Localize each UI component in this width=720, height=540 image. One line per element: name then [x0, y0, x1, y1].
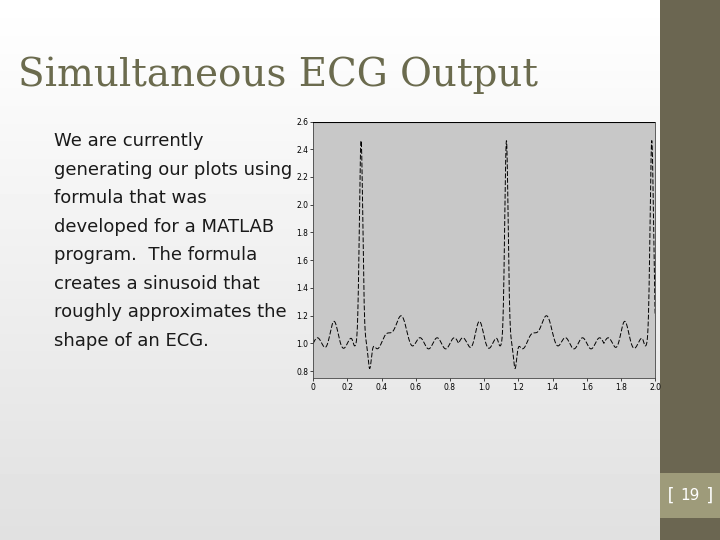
- Text: Simultaneous ECG Output: Simultaneous ECG Output: [18, 57, 538, 94]
- Bar: [660, 472, 720, 518]
- Text: We are currently
generating our plots using
formula that was
developed for a MAT: We are currently generating our plots us…: [54, 132, 292, 350]
- Text: ]: ]: [705, 487, 716, 504]
- FancyBboxPatch shape: [286, 101, 683, 399]
- Text: [: [: [665, 487, 675, 504]
- Bar: [660, 0, 720, 540]
- Text: 19: 19: [680, 488, 700, 503]
